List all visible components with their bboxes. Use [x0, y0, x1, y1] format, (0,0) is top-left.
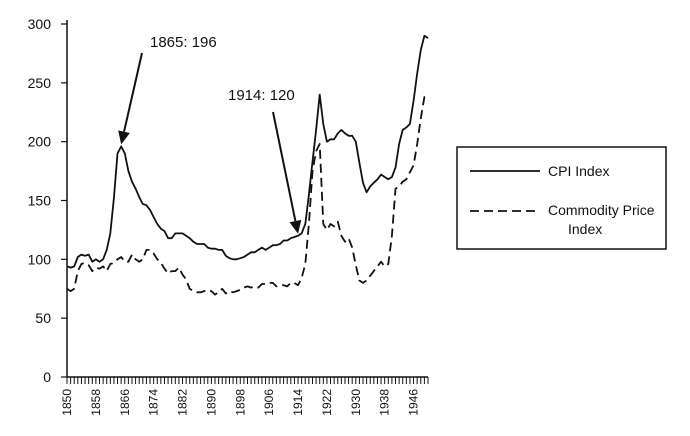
annotations: 1865: 196 1914: 120: [118, 34, 302, 234]
axes: [66, 20, 428, 378]
cpi-index-line: [66, 34, 429, 269]
y-tick-label: 300: [28, 16, 52, 32]
y-tick-label: 150: [28, 193, 52, 209]
x-tick-label: 1890: [204, 389, 218, 416]
x-axis-ticks: 1850 1858 1866 1874 1882 1890 1898 1906 1914 1922…: [60, 377, 429, 416]
legend-label-line: Commodity Price: [548, 202, 655, 218]
annotation-arrow: [272, 111, 297, 222]
x-tick-label: 1882: [176, 389, 190, 416]
x-tick-label: 1938: [378, 389, 392, 416]
y-tick-label: 200: [28, 134, 52, 150]
x-tick-label: 1914: [291, 389, 305, 416]
x-tick-label: 1946: [407, 389, 421, 416]
legend-label-line: Index: [568, 221, 602, 237]
legend-label-cpi: CPI Index: [548, 163, 609, 179]
x-tick-label: 1922: [320, 389, 334, 416]
annotation-label: 1914: 120: [228, 87, 295, 104]
x-tick-label: 1930: [349, 389, 363, 416]
annotation-arrowhead: [118, 130, 130, 145]
legend: CPI Index Commodity Price Index: [456, 146, 667, 250]
legend-label-commodity: Commodity Price Index: [548, 202, 655, 237]
x-tick-label: 1866: [118, 389, 132, 416]
x-tick-label: 1850: [60, 389, 74, 416]
y-tick-label: 100: [28, 251, 52, 267]
x-tick-label: 1906: [262, 389, 276, 416]
series-layer: [66, 34, 429, 296]
annotation-arrow: [123, 52, 143, 132]
x-tick-label: 1898: [233, 389, 247, 416]
y-tick-label: 0: [43, 369, 51, 385]
y-tick-label: 250: [28, 75, 52, 91]
x-tick-label: 1874: [147, 389, 161, 416]
y-tick-label: 50: [35, 310, 51, 326]
annotation-label: 1865: 196: [150, 34, 217, 51]
legend-box: [456, 146, 667, 250]
commodity-price-index-line: [66, 93, 429, 296]
annotation-arrowhead: [289, 219, 302, 234]
x-tick-label: 1858: [89, 389, 103, 416]
y-axis-ticks: 0 50 100 150 200 250 300: [28, 16, 67, 385]
